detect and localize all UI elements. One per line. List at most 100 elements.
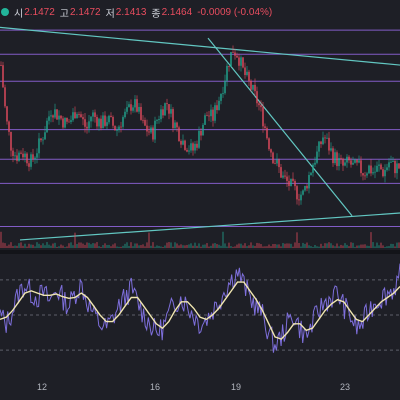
volume-bar (116, 246, 118, 248)
volume-bar (342, 245, 344, 248)
volume-bar (34, 246, 36, 248)
candle-body (140, 106, 142, 120)
volume-bar (112, 244, 114, 248)
candle-body (328, 137, 330, 151)
candle-body (330, 148, 332, 151)
volume-bar (190, 243, 192, 248)
candle-body (38, 138, 40, 154)
candle-body (156, 120, 158, 121)
volume-bar (72, 245, 74, 248)
volume-bar (350, 242, 352, 248)
candle-body (182, 140, 184, 145)
volume-bar (294, 242, 296, 248)
ohlc-legend: 시 2.1472 고 2.1472 저 2.1413 종 2.1464 -0.0… (0, 4, 277, 20)
volume-bar (236, 244, 238, 248)
volume-bar (268, 244, 270, 248)
candle-body (100, 118, 102, 129)
candle-body (46, 120, 48, 133)
volume-bar (238, 243, 240, 248)
pane-divider[interactable] (0, 250, 400, 254)
candle-body (98, 118, 100, 127)
candle-body (240, 57, 242, 66)
candle-body (324, 137, 326, 139)
volume-bar (52, 243, 54, 248)
candle-body (218, 100, 220, 111)
candle-body (68, 121, 70, 123)
time-axis[interactable] (0, 376, 400, 400)
volume-bar (276, 244, 278, 248)
volume-bar (250, 242, 252, 248)
candle-body (134, 99, 136, 108)
candle-body (52, 115, 54, 118)
volume-bar (170, 242, 172, 248)
volume-bar (78, 242, 80, 248)
candle-body (118, 126, 120, 131)
candle-body (398, 163, 400, 169)
volume-bar (356, 245, 358, 248)
candle-body (234, 52, 236, 56)
candle-body (294, 180, 296, 187)
candle-body (192, 143, 194, 151)
candle-body (344, 162, 346, 166)
candle-body (154, 120, 156, 140)
candle-body (32, 154, 34, 160)
volume-bar (308, 245, 310, 248)
candle-body (88, 121, 90, 129)
volume-bar (386, 246, 388, 248)
x-tick-label: 12 (36, 382, 48, 392)
volume-bar (382, 245, 384, 248)
volume-bar (192, 245, 194, 248)
candle-body (312, 164, 314, 173)
volume-bar (36, 242, 38, 248)
symbol-status-dot (1, 8, 9, 16)
candle-body (82, 117, 84, 120)
high-value: 2.1472 (70, 6, 101, 18)
candle-body (28, 163, 30, 167)
candle-body (356, 159, 358, 163)
candle-body (164, 103, 166, 116)
volume-bar (94, 243, 96, 248)
volume-bar (352, 242, 354, 248)
candle-body (350, 160, 352, 165)
volume-bar (364, 244, 366, 248)
volume-bar (16, 245, 18, 248)
volume-bar (20, 242, 22, 248)
volume-bar (10, 242, 12, 248)
x-tick-label: 19 (230, 382, 242, 392)
candle-body (44, 132, 46, 140)
candle-body (50, 115, 52, 117)
volume-bar (398, 242, 400, 248)
volume-bar (42, 243, 44, 248)
volume-bar (348, 246, 350, 248)
candle-body (340, 158, 342, 159)
volume-bar (96, 242, 98, 248)
candle-body (54, 109, 56, 118)
volume-bar (180, 244, 182, 248)
candle-body (124, 111, 126, 118)
volume-bar (210, 245, 212, 248)
candle-body (258, 103, 260, 106)
volume-bar (318, 246, 320, 248)
volume-bar (244, 243, 246, 248)
volume-bar (290, 243, 292, 248)
candle-body (138, 106, 140, 112)
volume-bar (354, 246, 356, 248)
candle-body (224, 80, 226, 94)
volume-bar (374, 246, 376, 248)
volume-bar (218, 244, 220, 248)
volume-bar (240, 243, 242, 248)
low-value: 2.1413 (115, 6, 147, 18)
volume-bar (392, 243, 394, 248)
candle-body (268, 138, 270, 150)
volume-bar (44, 245, 46, 248)
volume-bar (312, 246, 314, 248)
candle-body (96, 116, 98, 127)
volume-bar (86, 242, 88, 248)
volume-bar (338, 246, 340, 248)
volume-bar (92, 243, 94, 248)
candle-body (390, 161, 392, 163)
volume-bar (326, 243, 328, 248)
candle-body (320, 141, 322, 145)
candle-body (18, 152, 20, 161)
